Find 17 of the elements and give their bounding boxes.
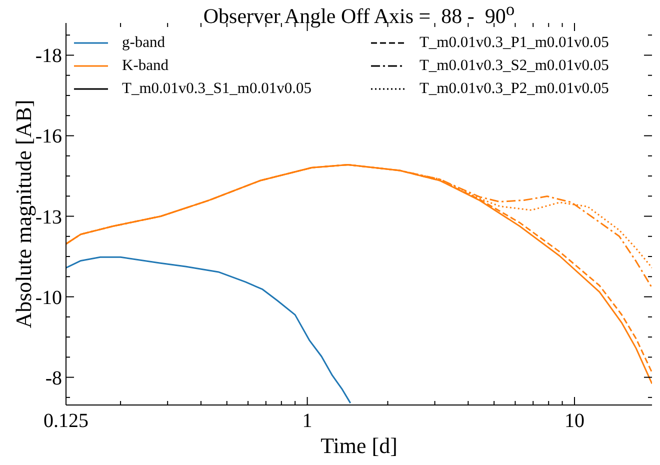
x-axis-title: Time [d] — [320, 433, 398, 459]
y-axis-title: Absolute magnitude [AB] — [11, 100, 36, 328]
annotation: T_m0.01v0.3_P1_m0.01v0.05 — [419, 34, 609, 52]
y-tick-label: -18 — [35, 45, 62, 68]
x-tick-label: 0.125 — [44, 410, 88, 432]
x-tick-label: 10 — [564, 410, 585, 432]
annotation: T_m0.01v0.3_S1_m0.01v0.05 — [122, 80, 312, 98]
legend-label: K-band — [122, 56, 168, 74]
y-tick-label: -13 — [35, 206, 62, 228]
annotation: T_m0.01v0.3_P2_m0.01v0.05 — [419, 80, 609, 98]
y-tick-label: -16 — [35, 126, 62, 148]
annotation: T_m0.01v0.3_S2_m0.01v0.05 — [419, 56, 609, 74]
legend-label: g-band — [122, 34, 166, 52]
y-tick-label: -8 — [45, 367, 62, 390]
chart-title: Observer Angle Off Axis = 88 - 90$^{o}$ — [202, 0, 516, 28]
x-tick-label: 1 — [302, 410, 312, 432]
y-tick-label: -10 — [35, 286, 62, 309]
